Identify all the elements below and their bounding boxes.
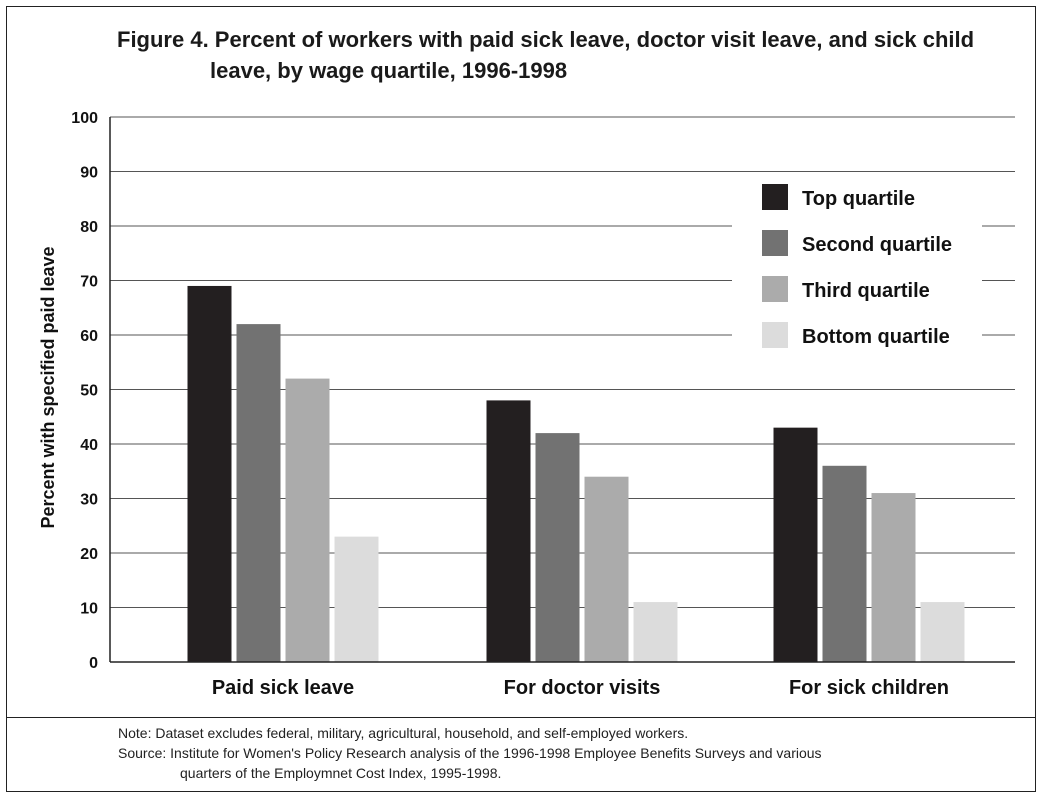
y-tick-label: 30	[80, 492, 98, 509]
bar	[285, 378, 330, 662]
chart-title-line-1: Figure 4. Percent of workers with paid s…	[117, 27, 975, 52]
note-text: Note: Dataset excludes federal, military…	[118, 725, 689, 741]
bar	[584, 476, 629, 662]
notes-divider	[6, 717, 1036, 718]
y-tick-label: 70	[80, 274, 98, 291]
y-tick-label: 50	[80, 383, 98, 400]
y-tick-label: 60	[80, 328, 98, 345]
chart-title-line-2: leave, by wage quartile, 1996-1998	[210, 58, 568, 83]
legend-label: Third quartile	[802, 280, 930, 302]
x-category-label: For sick children	[789, 677, 949, 699]
legend-swatch	[762, 322, 788, 348]
bar	[236, 324, 281, 662]
legend-swatch	[762, 276, 788, 302]
legend-label: Bottom quartile	[802, 326, 950, 348]
y-tick-label: 40	[80, 437, 98, 454]
bar	[334, 536, 379, 662]
y-tick-label: 90	[80, 165, 98, 182]
y-tick-label: 20	[80, 546, 98, 563]
bar	[187, 285, 232, 662]
y-tick-label: 80	[80, 219, 98, 236]
source-text-line-2: quarters of the Employmnet Cost Index, 1…	[180, 765, 502, 781]
y-tick-label: 10	[80, 601, 98, 618]
x-category-label: For doctor visits	[504, 677, 661, 699]
source-text-line-1: Source: Institute for Women's Policy Res…	[118, 745, 822, 761]
legend-label: Second quartile	[802, 234, 952, 256]
bar	[920, 602, 965, 662]
y-axis-title: Percent with specified paid leave	[38, 246, 58, 528]
chart-title: Figure 4. Percent of workers with paid s…	[117, 24, 1027, 86]
bar	[633, 602, 678, 662]
bar	[871, 493, 916, 662]
x-category-label: Paid sick leave	[212, 677, 354, 699]
y-tick-label: 100	[71, 110, 98, 127]
bar	[773, 427, 818, 662]
figure-frame	[6, 6, 1036, 792]
y-tick-label: 0	[89, 655, 98, 672]
legend-swatch	[762, 184, 788, 210]
legend-label: Top quartile	[802, 188, 915, 210]
bar	[822, 465, 867, 662]
bar	[486, 400, 531, 662]
legend-swatch	[762, 230, 788, 256]
bar-chart: 0 10 20 30 40 50 60 70 80 90 100 Paid sick leave For…	[38, 110, 1015, 699]
bar	[535, 433, 580, 662]
chart-notes: Note: Dataset excludes federal, military…	[118, 723, 1018, 783]
